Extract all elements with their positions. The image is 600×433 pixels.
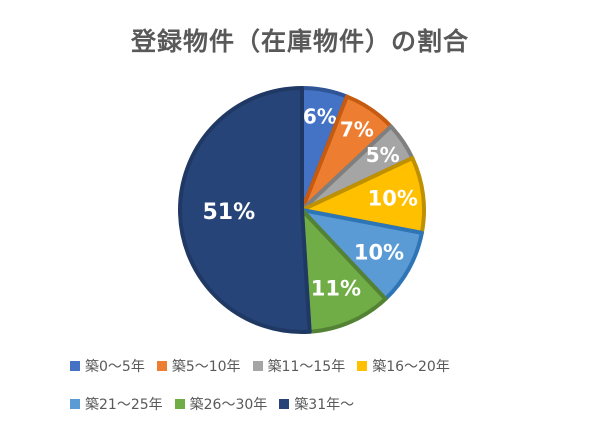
legend-label: 築26～30年 — [189, 397, 268, 413]
legend-label: 築31年～ — [294, 397, 355, 413]
legend-swatch — [174, 399, 185, 409]
legend-swatch — [279, 399, 290, 409]
legend-label: 築16～20年 — [372, 359, 450, 375]
legend-item: 築26～30年 — [174, 394, 268, 414]
legend-row: 築21～25年 築26～30年 築31年～ — [70, 393, 570, 415]
legend-label: 築5～10年 — [171, 359, 241, 375]
legend-swatch — [70, 361, 80, 371]
slice-data-label: 10% — [368, 187, 418, 211]
chart-title: 登録物件（在庫物件）の割合 — [130, 27, 469, 56]
pie-slice-6 — [300, 208, 388, 334]
pie-slice-7 — [177, 86, 312, 334]
legend: 築0～5年 築5～10年 築11～15年 築16～20年 築21～25年 築26～30年築… — [70, 355, 570, 431]
legend-label: 築21～25年 — [85, 397, 163, 413]
legend-item: 築5～10年 — [156, 356, 241, 376]
slice-data-label: 10% — [354, 240, 404, 264]
legend-row: 築0～5年 築5～10年 築11～15年 築16～20年 — [70, 355, 570, 377]
legend-label: 築11～15年 — [267, 359, 346, 375]
legend-item: 築0～5年 — [70, 356, 145, 376]
slice-data-label: 51% — [203, 200, 256, 225]
legend-label: 築0～5年 — [85, 359, 145, 375]
legend-item: 築11～15年 — [252, 356, 346, 376]
slice-data-label: 11% — [311, 276, 361, 300]
legend-swatch — [357, 361, 368, 371]
legend-swatch — [70, 399, 80, 409]
legend-item: 築21～25年 — [70, 394, 163, 414]
legend-swatch — [156, 361, 167, 371]
legend-item: 築31年～ — [279, 394, 354, 414]
legend-item: 築16～20年 — [357, 356, 450, 376]
legend-swatch — [252, 361, 263, 371]
slice-data-label: 7% — [340, 117, 374, 141]
slice-data-label: 6% — [303, 105, 337, 129]
slice-data-label: 5% — [366, 143, 400, 167]
